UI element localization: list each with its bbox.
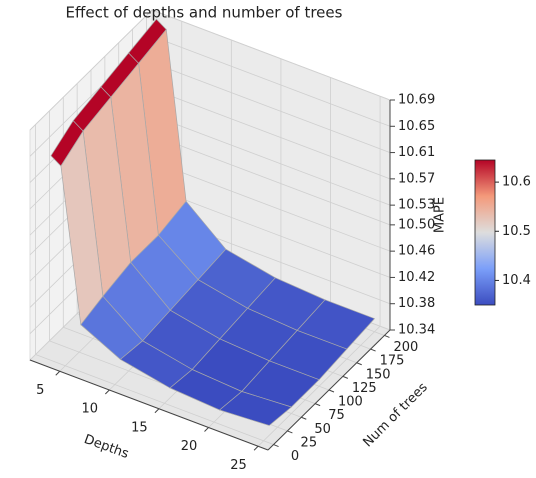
z-tick-label: 10.65 <box>398 119 435 134</box>
colorbar <box>474 159 496 306</box>
chart-title: Effect of depths and number of trees <box>66 4 343 22</box>
z-tick-label: 10.57 <box>398 171 435 186</box>
z-tick-label: 10.46 <box>398 244 435 259</box>
colorbar-tick-label: 10.6 <box>502 175 531 190</box>
colorbar-tick-label: 10.5 <box>502 224 531 239</box>
z-grid-line <box>151 187 391 278</box>
x-axis-label: Depths <box>82 432 131 462</box>
y-tick-label: 0 <box>291 449 299 464</box>
z-grid-line <box>29 9 153 131</box>
z-tick-label: 10.42 <box>398 270 435 285</box>
x-tick-label: 15 <box>131 420 148 435</box>
y-tick <box>273 444 279 448</box>
z-axis-label: MAPE <box>433 197 448 233</box>
y-tick <box>328 389 335 393</box>
y-tick-label: 175 <box>380 354 405 369</box>
x-tick-label: 10 <box>82 402 99 417</box>
x-axis <box>29 359 269 451</box>
x-tick <box>154 408 160 414</box>
y-tick <box>384 334 390 338</box>
y-axis <box>267 329 391 451</box>
y-tick <box>342 375 349 379</box>
z-grid-line <box>151 35 391 127</box>
y-tick <box>301 416 307 420</box>
y-tick-label: 125 <box>352 381 377 396</box>
z-tick-label: 10.61 <box>398 145 435 160</box>
x-tick-label: 20 <box>181 439 198 454</box>
z-tick-label: 10.38 <box>398 296 435 311</box>
colorbar-tick-label: 10.4 <box>502 273 531 288</box>
z-grid-line <box>151 134 391 226</box>
x-tick <box>204 427 209 432</box>
y-tick-label: 100 <box>338 395 363 410</box>
y-tick-label: 150 <box>366 367 391 382</box>
z-tick-label: 10.50 <box>398 217 435 232</box>
x-tick-label: 5 <box>36 383 44 398</box>
y-tick <box>356 362 362 366</box>
y-tick <box>314 403 321 407</box>
x-tick <box>104 389 110 395</box>
z-grid-line <box>151 160 391 252</box>
y-tick-label: 200 <box>393 340 418 355</box>
z-grid-line <box>151 88 391 180</box>
x-tick-label: 25 <box>230 458 247 473</box>
z-tick-label: 10.34 <box>398 323 435 338</box>
y-tick-label: 25 <box>301 436 318 451</box>
y-tick-label: 75 <box>328 408 345 423</box>
y-grid-line <box>35 354 274 445</box>
y-tick <box>370 348 376 352</box>
surface-face <box>218 391 293 426</box>
z-grid-line <box>151 9 391 101</box>
z-tick-label: 10.53 <box>398 198 435 213</box>
y-tick-label: 50 <box>314 422 331 437</box>
x-tick <box>253 445 259 451</box>
z-grid-line <box>151 114 391 206</box>
z-tick-label: 10.69 <box>398 93 435 108</box>
y-tick <box>287 430 293 434</box>
x-tick <box>55 370 61 376</box>
z-grid-line <box>151 62 391 153</box>
